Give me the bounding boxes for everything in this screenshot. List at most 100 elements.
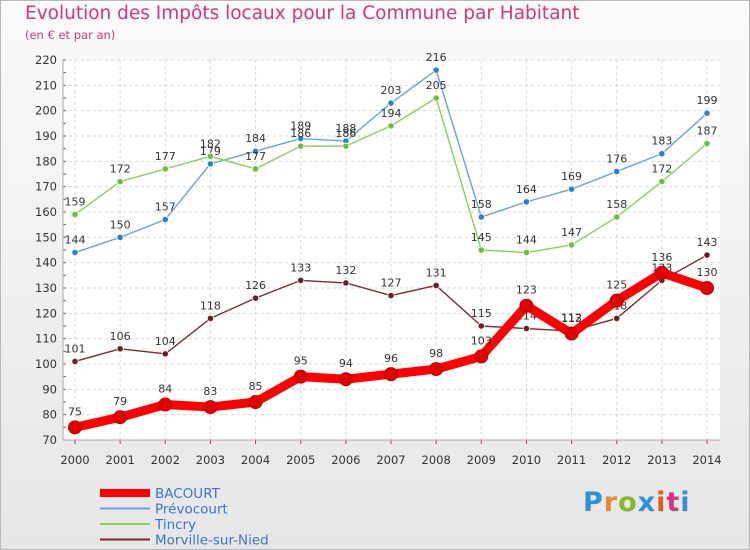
data-point xyxy=(613,213,621,221)
data-label: 144 xyxy=(65,234,86,247)
x-tick-label: 2012 xyxy=(602,453,631,467)
data-point xyxy=(432,281,440,290)
data-point xyxy=(68,420,82,435)
data-point xyxy=(161,350,169,358)
legend-label: Prévocourt xyxy=(155,502,228,518)
data-point xyxy=(613,314,621,322)
data-label: 169 xyxy=(561,170,582,183)
data-point xyxy=(342,279,350,287)
data-point xyxy=(251,294,260,302)
y-tick-label: 100 xyxy=(35,357,57,371)
y-tick-label: 170 xyxy=(35,180,57,194)
data-point xyxy=(387,291,395,300)
data-label: 132 xyxy=(335,264,356,277)
data-point xyxy=(522,324,531,333)
data-label: 101 xyxy=(65,342,86,355)
proxiti-logo: Proxiti xyxy=(583,487,691,518)
data-point xyxy=(203,400,218,415)
logo-letter: P xyxy=(583,487,604,518)
data-label: 94 xyxy=(339,357,353,370)
x-tick-label: 2001 xyxy=(106,453,135,467)
data-label: 186 xyxy=(290,127,311,140)
x-tick-label: 2002 xyxy=(151,453,180,467)
data-label: 84 xyxy=(158,383,172,396)
data-label: 184 xyxy=(245,132,266,145)
data-label: 95 xyxy=(294,355,308,368)
data-label: 98 xyxy=(429,347,443,360)
data-point xyxy=(161,165,169,173)
data-label: 172 xyxy=(110,163,131,176)
logo-letter: i xyxy=(680,487,691,518)
data-point xyxy=(116,345,124,353)
x-tick-label: 2007 xyxy=(376,453,405,467)
data-label: 112 xyxy=(561,312,582,325)
data-label: 203 xyxy=(381,84,402,97)
data-point xyxy=(297,142,305,150)
y-tick-label: 180 xyxy=(35,154,57,168)
data-point xyxy=(703,251,711,259)
data-point xyxy=(432,66,440,74)
data-point xyxy=(703,109,711,117)
series-tincry: 159 172 177 182 177 186 186 194 205 145 144 147 158 1… xyxy=(65,79,718,257)
data-label: 189 xyxy=(290,120,311,133)
data-point xyxy=(206,160,215,168)
data-label: 144 xyxy=(516,234,537,247)
data-label: 186 xyxy=(335,127,356,140)
data-point xyxy=(71,248,79,257)
data-point xyxy=(567,241,576,249)
data-label: 159 xyxy=(65,196,86,209)
data-point xyxy=(113,410,128,425)
data-point xyxy=(116,233,124,241)
data-point xyxy=(251,165,260,173)
legend-label: Tincry xyxy=(154,517,196,533)
data-label: 126 xyxy=(245,279,266,292)
data-label: 79 xyxy=(113,395,127,408)
y-tick-label: 210 xyxy=(35,78,57,92)
x-tick-label: 2014 xyxy=(692,453,721,467)
series-morville-sur-nied: 1011061041181261331321271311151141131181… xyxy=(65,236,718,366)
data-label: 103 xyxy=(471,334,492,347)
data-label: 75 xyxy=(68,405,82,418)
y-tick-label: 120 xyxy=(35,306,57,320)
data-label: 130 xyxy=(697,266,718,279)
data-point xyxy=(654,265,669,280)
y-tick-label: 160 xyxy=(35,205,57,219)
data-label: 199 xyxy=(697,94,718,107)
logo-letter: r xyxy=(603,487,619,518)
data-label: 83 xyxy=(203,385,217,398)
data-label: 115 xyxy=(471,307,492,320)
data-point xyxy=(384,367,398,382)
data-point xyxy=(477,246,485,254)
logo-letter: t xyxy=(666,487,681,518)
data-point xyxy=(564,326,579,341)
data-point xyxy=(432,94,440,102)
y-tick-label: 90 xyxy=(42,382,57,396)
data-label: 157 xyxy=(155,201,176,214)
data-label: 133 xyxy=(290,261,311,274)
data-label: 150 xyxy=(110,218,131,231)
data-label: 143 xyxy=(697,236,718,249)
y-tick-label: 110 xyxy=(35,332,57,346)
x-tick-label: 2013 xyxy=(647,453,676,467)
data-point xyxy=(387,122,395,130)
x-tick-label: 2006 xyxy=(331,453,360,467)
y-tick-label: 200 xyxy=(35,104,57,118)
data-label: 172 xyxy=(651,163,672,176)
data-point xyxy=(161,216,169,224)
x-tick-label: 2009 xyxy=(467,453,496,467)
data-point xyxy=(658,150,666,158)
data-label: 179 xyxy=(200,145,221,158)
data-point xyxy=(297,276,305,284)
data-label: 125 xyxy=(606,279,627,292)
x-tick-label: 2004 xyxy=(241,453,270,467)
data-label: 158 xyxy=(471,198,492,211)
logo-letter: o xyxy=(618,487,638,518)
data-point xyxy=(522,248,531,257)
data-label: 145 xyxy=(471,231,492,244)
data-label: 177 xyxy=(245,150,266,163)
data-point xyxy=(609,293,624,308)
x-tick-label: 2008 xyxy=(422,453,451,467)
data-point xyxy=(429,362,444,377)
